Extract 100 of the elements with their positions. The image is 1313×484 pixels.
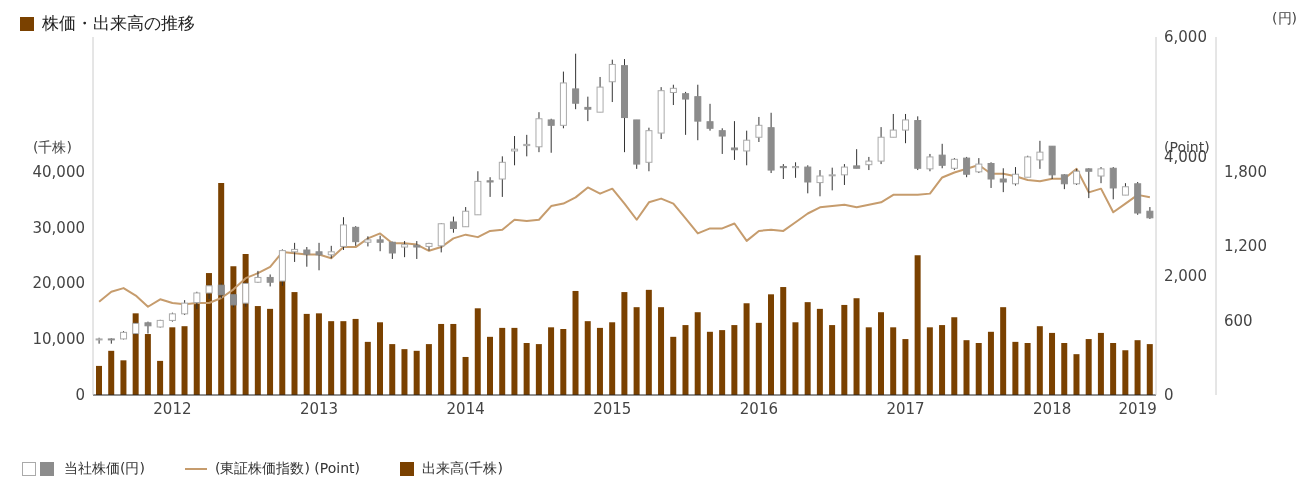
bar <box>1097 332 1104 395</box>
bar <box>658 307 665 395</box>
bar <box>743 303 750 395</box>
candlestick <box>303 246 311 268</box>
bar <box>560 328 567 395</box>
bar <box>157 360 164 395</box>
candlestick <box>364 235 372 247</box>
bar <box>621 292 628 395</box>
candlestick <box>523 134 531 157</box>
bar <box>499 327 506 395</box>
legend-label: 当社株価(円) <box>64 460 145 478</box>
bar <box>731 325 738 395</box>
bar <box>963 340 970 395</box>
bar <box>706 331 713 395</box>
bar <box>120 360 127 395</box>
candlestick <box>902 113 910 144</box>
bar <box>877 312 884 395</box>
candlestick <box>877 126 885 165</box>
bar <box>755 322 762 395</box>
bar <box>841 304 848 395</box>
x-tick-label: 2013 <box>299 399 339 418</box>
y2-axis-title: (円) <box>1272 10 1297 28</box>
y-tick-label: 30,000 <box>32 218 85 237</box>
bar <box>780 287 787 395</box>
bar <box>1085 339 1092 395</box>
candlestick <box>755 116 763 143</box>
x-tick-label: 2019 <box>1118 399 1157 418</box>
bar <box>352 318 359 395</box>
bar <box>218 183 225 395</box>
bar <box>804 302 811 395</box>
candlestick <box>572 53 580 110</box>
bar <box>511 327 518 395</box>
bar <box>939 325 946 395</box>
candlestick <box>242 281 250 308</box>
bar <box>169 327 176 395</box>
bar <box>181 326 188 395</box>
bar <box>425 344 432 395</box>
bar <box>829 325 836 395</box>
candlestick <box>1109 166 1117 200</box>
bar <box>792 322 799 395</box>
x-tick-label: 2017 <box>886 399 925 418</box>
bar <box>1061 342 1068 395</box>
candlestick <box>938 143 946 169</box>
candlestick <box>682 91 690 136</box>
candlestick <box>339 216 347 251</box>
candlestick <box>804 164 812 194</box>
candlestick <box>437 222 445 253</box>
candlestick <box>95 337 103 345</box>
candlestick <box>730 120 738 161</box>
candlestick <box>291 242 299 263</box>
bar <box>914 255 921 395</box>
bar <box>1146 344 1153 395</box>
candlestick <box>584 96 592 122</box>
legend-label: (東証株価指数) (Point) <box>214 460 360 478</box>
candlestick <box>828 167 836 191</box>
bar <box>1000 307 1007 395</box>
y-tick-label: 40,000 <box>32 162 85 181</box>
bar <box>951 317 958 395</box>
bar <box>1134 340 1141 395</box>
bar <box>694 312 701 395</box>
candlestick <box>1011 166 1019 187</box>
bar <box>413 350 420 395</box>
bar <box>768 294 775 395</box>
x-tick-label: 2015 <box>593 399 632 418</box>
bar <box>596 327 603 395</box>
y-axis-title: (千株) <box>33 139 72 158</box>
candlestick <box>889 113 897 138</box>
bar <box>816 308 823 395</box>
y3-tick-label: 1,200 <box>1224 237 1267 256</box>
bar <box>1024 342 1031 395</box>
candlestick <box>743 130 751 166</box>
y-tick-label: 10,000 <box>32 330 85 349</box>
bar <box>1073 354 1080 395</box>
bar <box>328 321 335 395</box>
candlestick <box>498 155 506 198</box>
x-tick-label: 2014 <box>446 399 485 418</box>
candlestick <box>706 103 714 132</box>
y3-tick-label: 1,800 <box>1224 162 1267 181</box>
bar <box>719 330 726 395</box>
bar <box>144 334 151 395</box>
candlestick <box>987 161 995 189</box>
bar <box>96 365 102 395</box>
bar <box>1110 342 1117 395</box>
bar <box>633 307 640 395</box>
candlestick <box>669 84 677 106</box>
bar <box>853 298 860 395</box>
y2-tick-label: 0 <box>1164 386 1174 405</box>
candlestick <box>547 118 555 154</box>
bar <box>645 289 652 395</box>
x-tick-label: 2012 <box>153 399 192 418</box>
candlestick <box>352 225 360 247</box>
bar <box>340 321 347 395</box>
candlestick <box>254 270 262 284</box>
candlestick <box>511 135 519 166</box>
candlestick <box>315 242 323 271</box>
bar <box>975 342 982 395</box>
bar <box>364 341 371 395</box>
bar <box>254 306 261 395</box>
bar <box>108 350 115 395</box>
bar <box>1122 350 1129 395</box>
